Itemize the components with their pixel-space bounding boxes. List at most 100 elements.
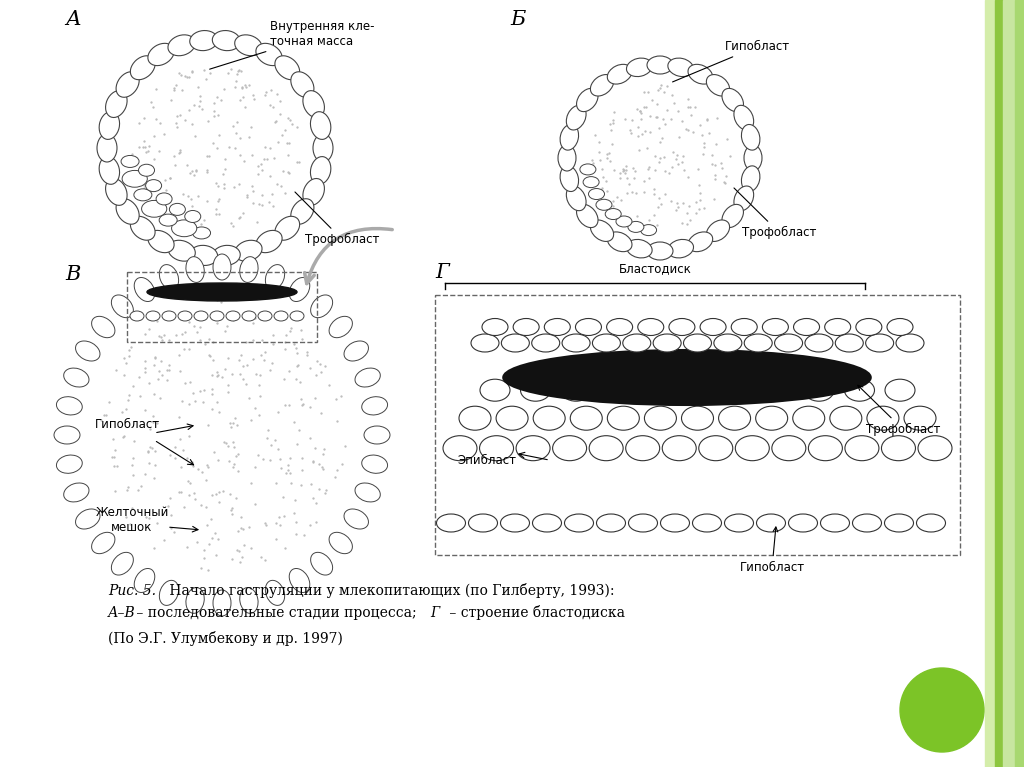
Ellipse shape — [804, 379, 834, 401]
Ellipse shape — [240, 588, 258, 614]
Ellipse shape — [627, 58, 652, 77]
Ellipse shape — [189, 31, 218, 51]
Bar — [995, 0, 1002, 767]
Ellipse shape — [310, 552, 333, 575]
Ellipse shape — [502, 334, 529, 352]
Text: Г: Г — [435, 263, 449, 282]
Ellipse shape — [731, 318, 757, 335]
Ellipse shape — [698, 436, 733, 461]
Ellipse shape — [772, 436, 806, 461]
Ellipse shape — [627, 239, 652, 258]
Ellipse shape — [63, 483, 89, 502]
Ellipse shape — [469, 514, 498, 532]
Text: Гипобласт: Гипобласт — [673, 40, 791, 82]
Ellipse shape — [116, 72, 139, 97]
Ellipse shape — [560, 124, 579, 150]
Ellipse shape — [329, 532, 352, 554]
Ellipse shape — [54, 426, 80, 444]
Ellipse shape — [213, 254, 231, 280]
Ellipse shape — [99, 112, 120, 140]
Ellipse shape — [364, 426, 390, 444]
Text: Трофобласт: Трофобласт — [734, 188, 816, 239]
Ellipse shape — [820, 514, 850, 532]
Ellipse shape — [644, 407, 677, 430]
Ellipse shape — [63, 368, 89, 387]
Ellipse shape — [688, 232, 713, 252]
Ellipse shape — [616, 216, 632, 227]
Ellipse shape — [764, 379, 794, 401]
Text: А–В: А–В — [108, 606, 136, 620]
Ellipse shape — [210, 311, 224, 321]
Ellipse shape — [242, 311, 256, 321]
Ellipse shape — [793, 407, 824, 430]
Ellipse shape — [105, 91, 127, 117]
Ellipse shape — [668, 58, 693, 77]
Ellipse shape — [647, 242, 673, 260]
Ellipse shape — [134, 189, 152, 201]
Ellipse shape — [303, 179, 325, 206]
Ellipse shape — [169, 203, 185, 216]
Ellipse shape — [105, 179, 127, 206]
Ellipse shape — [575, 318, 601, 335]
Ellipse shape — [112, 552, 133, 575]
Ellipse shape — [256, 230, 283, 252]
Bar — [1015, 0, 1024, 767]
Ellipse shape — [577, 88, 598, 112]
Ellipse shape — [121, 156, 139, 167]
Ellipse shape — [628, 222, 644, 232]
Ellipse shape — [561, 379, 591, 401]
Ellipse shape — [147, 43, 174, 66]
Ellipse shape — [788, 514, 817, 532]
Ellipse shape — [501, 514, 529, 532]
Ellipse shape — [212, 31, 241, 51]
Ellipse shape — [887, 318, 913, 335]
Ellipse shape — [234, 35, 262, 56]
Ellipse shape — [805, 334, 833, 352]
Ellipse shape — [774, 334, 803, 352]
Ellipse shape — [580, 164, 596, 175]
Circle shape — [900, 668, 984, 752]
Ellipse shape — [607, 232, 632, 252]
Ellipse shape — [162, 311, 176, 321]
Ellipse shape — [566, 186, 586, 211]
Ellipse shape — [688, 64, 713, 84]
Ellipse shape — [172, 220, 197, 237]
Ellipse shape — [178, 311, 193, 321]
Ellipse shape — [853, 514, 882, 532]
Ellipse shape — [763, 318, 788, 335]
Ellipse shape — [734, 105, 754, 130]
Ellipse shape — [116, 199, 139, 224]
Text: – последовательные стадии процесса;: – последовательные стадии процесса; — [132, 606, 421, 620]
Ellipse shape — [725, 514, 754, 532]
Ellipse shape — [589, 189, 604, 199]
Ellipse shape — [112, 295, 133, 318]
Ellipse shape — [134, 278, 155, 301]
Ellipse shape — [226, 311, 240, 321]
Bar — [127, 272, 317, 342]
Ellipse shape — [653, 334, 681, 352]
Ellipse shape — [683, 379, 713, 401]
Ellipse shape — [606, 318, 633, 335]
Ellipse shape — [310, 156, 331, 184]
Ellipse shape — [146, 311, 160, 321]
Ellipse shape — [722, 204, 743, 228]
Ellipse shape — [794, 318, 819, 335]
Ellipse shape — [916, 514, 945, 532]
Ellipse shape — [641, 225, 656, 235]
Ellipse shape — [757, 514, 785, 532]
Ellipse shape — [361, 397, 387, 415]
Ellipse shape — [344, 509, 369, 529]
Ellipse shape — [560, 166, 579, 192]
Ellipse shape — [605, 209, 622, 219]
Ellipse shape — [707, 220, 729, 242]
Ellipse shape — [744, 334, 772, 352]
Ellipse shape — [310, 112, 331, 140]
Text: Трофобласт: Трофобласт — [858, 385, 940, 436]
Ellipse shape — [212, 245, 241, 265]
Bar — [985, 0, 995, 767]
Text: Б: Б — [510, 10, 525, 29]
Ellipse shape — [734, 186, 754, 211]
Ellipse shape — [904, 407, 936, 430]
Ellipse shape — [824, 318, 851, 335]
Ellipse shape — [885, 514, 913, 532]
